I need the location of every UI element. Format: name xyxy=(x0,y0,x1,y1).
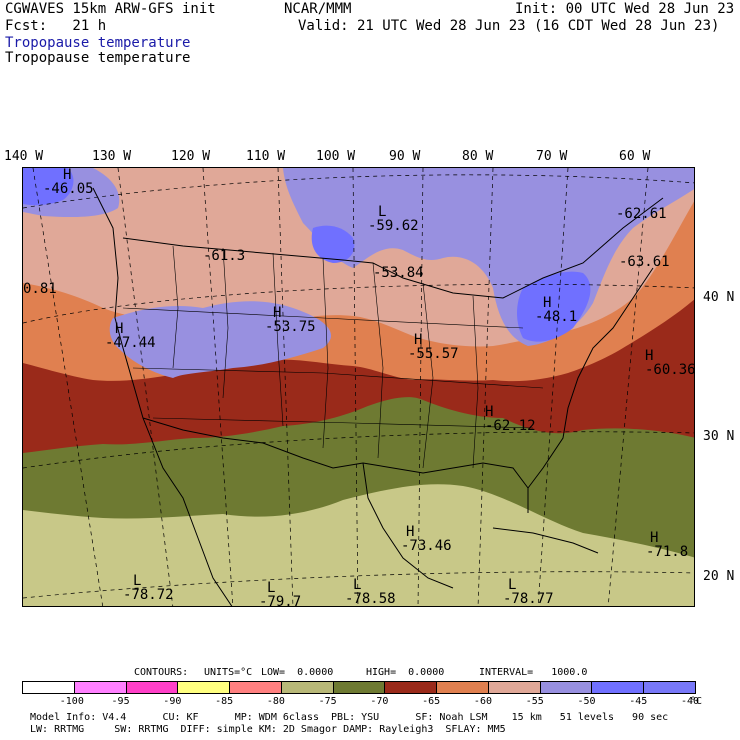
legend-tick-label: -45 xyxy=(629,696,648,707)
organization-label: NCAR/MMM xyxy=(284,1,352,17)
map-label: L -78.77 xyxy=(503,577,554,607)
contour-label: CONTOURS: xyxy=(134,667,189,678)
legend-tick-label: -100 xyxy=(59,696,84,707)
mexico-coastline xyxy=(362,462,454,589)
longitude-label: 120 W xyxy=(171,149,211,164)
legend-tick-label: -85 xyxy=(215,696,234,707)
map-label: H -71.8 xyxy=(646,530,689,560)
us-mexico-border xyxy=(142,417,364,469)
map-label: H -73.46 xyxy=(401,524,452,554)
legend-tick-label: -60 xyxy=(473,696,492,707)
latitude-label: 20 N xyxy=(703,569,735,584)
graticule xyxy=(23,168,694,606)
map-label: H -55.57 xyxy=(408,332,459,362)
legend-swatch xyxy=(125,681,179,694)
gulf-coastline xyxy=(362,462,529,513)
map-label: 0.81 xyxy=(23,281,57,297)
contour-field-title: Tropopause temperature xyxy=(5,50,191,66)
legend-swatch xyxy=(22,681,75,694)
map-label: -63.61 xyxy=(619,254,670,270)
legend-tick-label: -75 xyxy=(318,696,337,707)
us-canada-border xyxy=(122,197,664,299)
map-label: H -48.1 xyxy=(535,295,578,325)
legend-tick-label: -50 xyxy=(577,696,596,707)
state-boundaries xyxy=(122,245,544,469)
region-lavender xyxy=(283,168,694,346)
shaded-field-title: Tropopause temperature xyxy=(5,35,191,51)
longitude-label: 90 W xyxy=(389,149,421,164)
country-outlines xyxy=(92,187,664,606)
color-legend xyxy=(22,681,696,694)
legend-tick-label: -55 xyxy=(525,696,544,707)
longitude-label: 70 W xyxy=(536,149,568,164)
legend-swatch xyxy=(177,681,231,694)
map-label: H -53.75 xyxy=(265,305,316,335)
map-label: H -60.36 xyxy=(645,348,695,378)
map-label: L -78.72 xyxy=(123,573,174,603)
map-label: -61.3 xyxy=(203,248,246,264)
region-blue xyxy=(517,271,591,342)
legend-unit: °C xyxy=(690,696,703,707)
longitude-label: 110 W xyxy=(246,149,286,164)
longitude-label: 60 W xyxy=(619,149,651,164)
longitude-label: 100 W xyxy=(316,149,356,164)
map-label: -62.61 xyxy=(616,206,667,222)
legend-swatch xyxy=(591,681,645,694)
legend-swatch xyxy=(73,681,127,694)
map-label: -53.84 xyxy=(373,265,424,281)
contour-interval: INTERVAL= 1000.0 xyxy=(479,667,588,678)
legend-swatch xyxy=(332,681,386,694)
legend-tick-label: -65 xyxy=(422,696,441,707)
longitude-label: 80 W xyxy=(462,149,494,164)
model-title: CGWAVES 15km ARW-GFS init xyxy=(5,1,216,17)
latitude-label: 30 N xyxy=(703,429,735,444)
atlantic-coastline xyxy=(527,267,654,489)
model-info-line2: LW: RRTMG SW: RRTMG DIFF: simple KM: 2D … xyxy=(30,724,506,735)
legend-swatch xyxy=(436,681,489,694)
contour-units: UNITS=°C xyxy=(204,667,253,678)
contour-low: LOW= 0.0000 xyxy=(261,667,334,678)
map-label: H -47.44 xyxy=(105,321,156,351)
region-blue xyxy=(23,168,74,206)
legend-tick-label: -40 xyxy=(681,696,700,707)
legend-swatch xyxy=(229,681,282,694)
map-label: H -62.12 xyxy=(485,404,536,434)
legend-swatch xyxy=(643,681,696,694)
map-canvas xyxy=(23,168,694,606)
legend-tick-label: -80 xyxy=(266,696,285,707)
longitude-label: 140 W xyxy=(4,149,44,164)
legend-tick-label: -95 xyxy=(111,696,130,707)
contour-high: HIGH= 0.0000 xyxy=(366,667,445,678)
map-label: H -46.05 xyxy=(43,167,94,197)
map-label: L -59.62 xyxy=(368,204,419,234)
cuba-outline xyxy=(492,527,599,554)
legend-swatch xyxy=(280,681,334,694)
legend-swatch xyxy=(384,681,438,694)
legend-tick-label: -90 xyxy=(163,696,182,707)
map-label: L -79.7 xyxy=(259,580,302,607)
model-info-line1: Model Info: V4.4 CU: KF MP: WDM 6class P… xyxy=(30,712,669,723)
legend-swatch xyxy=(487,681,541,694)
tropopause-temperature-map: H -46.05 -61.3 L -59.62 -53.84 -62.61 -63.… xyxy=(22,167,695,607)
pacific-coastline xyxy=(92,187,233,606)
latitude-label: 40 N xyxy=(703,290,735,305)
map-label: L -78.58 xyxy=(345,577,396,607)
init-time: Init: 00 UTC Wed 28 Jun 23 xyxy=(515,1,735,17)
legend-swatch xyxy=(539,681,593,694)
valid-time: Valid: 21 UTC Wed 28 Jun 23 (16 CDT Wed … xyxy=(298,18,720,34)
region-lavender xyxy=(109,301,332,378)
legend-tick-label: -70 xyxy=(370,696,389,707)
forecast-hour: Fcst: 21 h xyxy=(5,18,107,34)
region-blue xyxy=(311,225,355,263)
longitude-label: 130 W xyxy=(92,149,132,164)
